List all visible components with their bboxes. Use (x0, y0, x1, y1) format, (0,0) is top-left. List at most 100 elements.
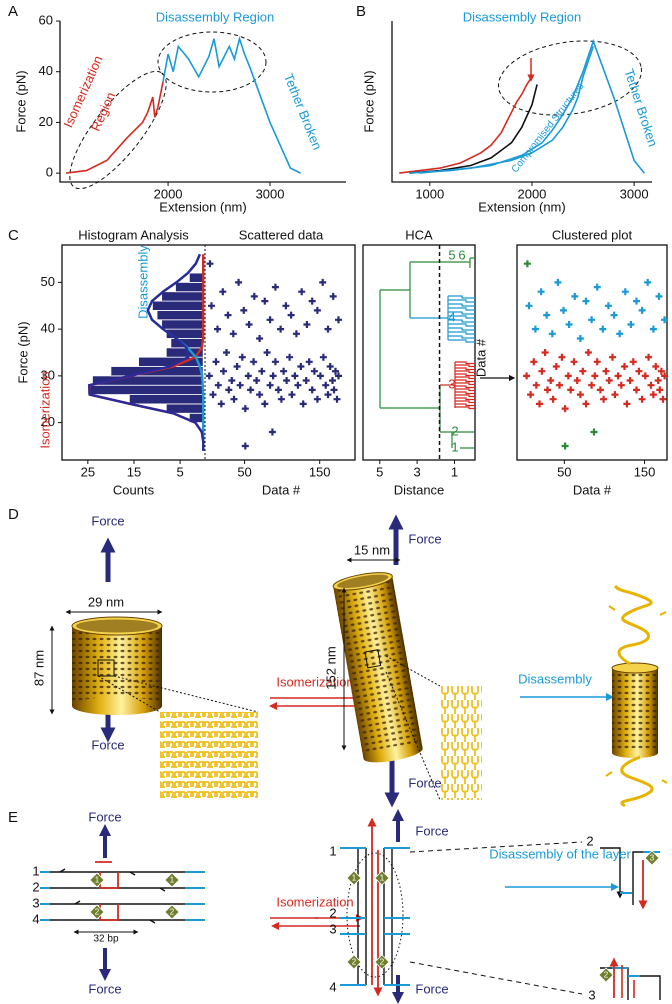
scatter-point (523, 372, 531, 380)
scatter-point (576, 391, 584, 399)
scatter-point (596, 386, 604, 394)
x-tick-label: 1000 (415, 186, 444, 201)
strand-label: 4 (32, 911, 39, 926)
scatter-point (627, 321, 635, 328)
scatter-point (564, 372, 572, 380)
cluster-label: 1 (451, 439, 458, 454)
scatter-point (547, 377, 555, 384)
scatter-point (258, 367, 266, 375)
scatter-point (319, 278, 327, 286)
scatter-point (614, 372, 622, 380)
dendrogram-branch (455, 376, 475, 380)
data-line (419, 46, 595, 174)
domain-marker (89, 872, 105, 888)
dendrogram-branch (448, 335, 475, 339)
scatter-point (271, 358, 279, 366)
domain-marker (598, 967, 614, 983)
scatter-point (305, 358, 313, 366)
scatter-point (313, 395, 321, 403)
scatter-point (225, 386, 233, 394)
scatter-point (565, 321, 573, 328)
y-tick-label: 20 (39, 114, 53, 129)
scatter-point (308, 297, 316, 305)
force-label: Force (88, 809, 121, 824)
scatter-point (659, 395, 667, 403)
histogram-bar (152, 300, 204, 311)
dendrogram-branch (455, 379, 475, 383)
dendrogram-branch (469, 257, 475, 268)
domain-marker-label: 1 (380, 874, 385, 883)
strand-label: 4 (329, 979, 336, 994)
y-axis-label: Force (pN) (13, 70, 28, 132)
histogram-bar (175, 281, 204, 293)
scatter-point (626, 377, 634, 384)
scatter-point (576, 335, 584, 342)
y-tick-label: 60 (39, 12, 53, 27)
scatter-point (208, 302, 215, 310)
scatter-point (244, 372, 252, 380)
scatter-point (219, 288, 227, 296)
x-tick-label: 15 (127, 464, 141, 479)
force-label: Force (408, 775, 441, 790)
scatter-point (324, 325, 332, 333)
scatter-point (530, 358, 538, 366)
annotation: Tether Broken (281, 71, 325, 152)
scatter-point (292, 330, 300, 338)
scatter-point (541, 349, 549, 356)
domain-marker-label: 1 (170, 876, 175, 885)
scatter-point (223, 349, 230, 356)
dendrogram-branch (448, 299, 475, 303)
histogram-bar (161, 319, 204, 330)
force-label: Force (91, 737, 124, 752)
dendrogram-branch (455, 406, 475, 410)
dendrogram-branch (448, 331, 475, 335)
scatter-point (280, 367, 288, 375)
x-axis-label: Counts (113, 482, 155, 497)
scatter-point (277, 325, 285, 333)
scatter-point (609, 353, 616, 361)
dendrogram-branch (448, 327, 475, 331)
cluster-label: 2 (451, 423, 458, 438)
panel-e (40, 809, 661, 1004)
scatter-point (638, 306, 646, 314)
scatter-point (616, 330, 624, 338)
dendrogram-branch (379, 261, 475, 449)
domain-marker-label: 1 (352, 874, 357, 883)
force-label: Force (88, 981, 121, 996)
scatter-point (579, 367, 587, 375)
scatter-point (649, 391, 657, 399)
domain-marker (164, 872, 180, 888)
scatter-point (629, 358, 637, 366)
axis-line (59, 21, 346, 183)
scatter-point (561, 442, 569, 450)
scatter-point (561, 405, 569, 413)
x-tick-label: 3000 (256, 186, 285, 201)
scatter-point (274, 386, 282, 394)
panel-label: D (8, 506, 19, 523)
scatter-point (531, 325, 539, 333)
scatter-point (266, 316, 274, 324)
scatter-point (269, 372, 277, 380)
x-tick-label: 3 (414, 464, 421, 479)
histogram-bar (128, 394, 204, 405)
scatter-point (308, 386, 316, 394)
x-tick-label: 50 (557, 464, 571, 479)
annotation: Region (88, 90, 118, 134)
dendrogram-branch (448, 311, 475, 315)
dendrogram-branch (448, 303, 475, 307)
x-tick-label: 1 (451, 464, 458, 479)
scatter-point (256, 391, 264, 399)
scatter-point (214, 325, 221, 333)
scatter-point (582, 400, 590, 408)
scatter-point (326, 363, 334, 370)
axis-line (391, 21, 652, 183)
dendrogram-branch (448, 295, 475, 299)
scatter-point (228, 377, 236, 384)
domain-marker (644, 850, 660, 866)
scatter-point (236, 381, 244, 389)
scatter-point (590, 428, 598, 436)
scatter-point (645, 353, 653, 361)
x-axis-label: Extension (nm) (159, 199, 246, 214)
x-tick-label: 2000 (517, 186, 546, 201)
scatter-point (224, 311, 232, 319)
